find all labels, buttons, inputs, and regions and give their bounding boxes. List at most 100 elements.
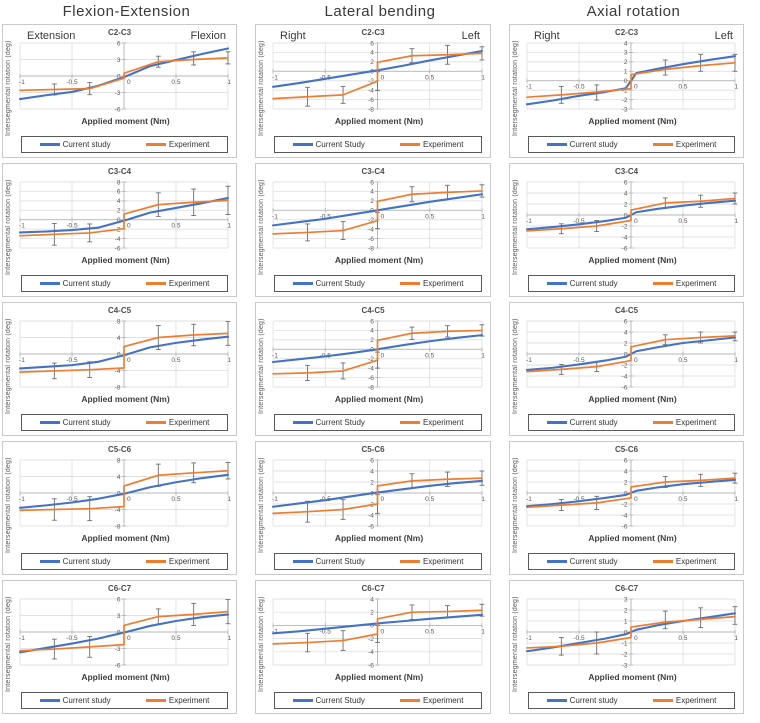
experiment-line (272, 52, 483, 100)
x-axis-title: Applied moment (Nm) (81, 394, 170, 404)
legend-label-experiment: Experiment (675, 696, 717, 705)
legend-item-current: Current study (546, 279, 618, 288)
svg-text:-4: -4 (368, 649, 374, 656)
svg-text:0: 0 (624, 212, 628, 219)
legend-label-current: Current Study (315, 418, 365, 427)
legend-item-current: Current study (546, 140, 618, 149)
svg-text:0: 0 (381, 628, 385, 635)
chart-title: C2-C3 (107, 28, 132, 37)
svg-text:0.5: 0.5 (171, 357, 180, 364)
svg-text:0.5: 0.5 (678, 635, 687, 642)
svg-text:0: 0 (634, 496, 638, 503)
tick-labels: -6 -4 -2 0 2 4 6 -1 -0.5 0 0.5 1 (526, 318, 738, 391)
svg-text:8: 8 (117, 318, 121, 325)
legend-item-experiment: Experiment (145, 140, 210, 149)
legend-label-experiment: Experiment (168, 557, 210, 566)
legend-label-experiment: Experiment (168, 279, 210, 288)
y-axis-title: Intersegmental rotation (deg) (512, 40, 519, 136)
svg-text:0.5: 0.5 (171, 79, 180, 86)
svg-text:6: 6 (117, 40, 121, 47)
chart-panel-flexion-extension-c4-c5: C4-C5 Intersegmental rotation (deg) -8 -4 0 4… (2, 302, 237, 436)
legend-swatch-current (292, 421, 313, 424)
x-axis-title: Applied moment (Nm) (334, 533, 424, 543)
svg-text:3: 3 (624, 596, 628, 603)
x-axis-title: Applied moment (Nm) (81, 533, 170, 543)
tick-labels: -6 -4 -2 0 2 4 -1 -0.5 0 0.5 1 (272, 596, 485, 669)
chart-panel-flexion-extension-c6-c7: C6-C7 Intersegmental rotation (deg) -6 -3 0 3… (2, 580, 237, 714)
svg-text:0: 0 (381, 352, 385, 359)
chart-panel-axial-rotation-c3-c4: C3-C4 Intersegmental rotation (deg) -6 -4 -2… (509, 163, 744, 297)
svg-text:8: 8 (117, 457, 121, 464)
svg-text:3: 3 (117, 613, 121, 620)
svg-text:-4: -4 (622, 373, 628, 380)
x-axis-title: Applied moment (Nm) (588, 672, 677, 682)
svg-text:1: 1 (734, 635, 738, 642)
column-axial-rotation: Axial rotation Right Left C2-C3 Intersegmen… (507, 2, 760, 723)
svg-text:4: 4 (117, 335, 121, 342)
chart-plot: -6 -4 -2 0 2 4 6 -1 -0.5 0 0.5 1 (525, 318, 738, 391)
svg-text:-1: -1 (19, 496, 25, 503)
svg-text:0: 0 (634, 635, 638, 642)
svg-text:-2: -2 (368, 636, 374, 643)
svg-text:0: 0 (127, 223, 131, 230)
svg-text:-4: -4 (622, 234, 628, 241)
legend-item-experiment: Experiment (399, 418, 463, 427)
legend-label-experiment: Experiment (422, 140, 464, 149)
svg-text:4: 4 (370, 189, 374, 196)
legend-label-experiment: Experiment (422, 279, 464, 288)
svg-text:4: 4 (117, 474, 121, 481)
svg-text:-1: -1 (272, 496, 278, 503)
chart-panel-lateral-bending-c6-c7: C6-C7 Intersegmental rotation (deg) -6 -4 -2… (255, 580, 491, 714)
svg-text:4: 4 (370, 468, 374, 475)
svg-text:-2: -2 (368, 78, 374, 85)
legend-swatch-current (546, 699, 567, 702)
y-axis-title: Intersegmental rotation (deg) (512, 318, 519, 414)
chart-title: C3-C4 (361, 167, 385, 176)
experiment-line (19, 332, 229, 374)
svg-text:-6: -6 (368, 523, 374, 530)
svg-text:-1: -1 (622, 640, 628, 647)
svg-text:0.5: 0.5 (171, 223, 180, 230)
svg-text:1: 1 (734, 496, 738, 503)
x-axis-title: Applied moment (Nm) (588, 533, 677, 543)
legend-item-experiment: Experiment (399, 557, 463, 566)
svg-text:2: 2 (370, 479, 374, 486)
column-flexion-extension: Flexion-Extension Extension Flexion C2-C3 I… (0, 2, 253, 723)
svg-text:6: 6 (370, 40, 374, 47)
svg-text:-1: -1 (19, 635, 25, 642)
legend-label-experiment: Experiment (675, 418, 717, 427)
legend-item-experiment: Experiment (145, 557, 210, 566)
legend-label-current: Current study (62, 696, 111, 705)
experiment-line (272, 477, 483, 515)
y-axis-title: Intersegmental rotation (deg) (5, 318, 12, 414)
svg-text:-8: -8 (368, 106, 374, 113)
tick-labels: -8 -4 0 4 8 -1 -0.5 0 0.5 1 (19, 318, 231, 391)
error-bars (51, 462, 231, 522)
svg-text:2: 2 (624, 607, 628, 614)
legend-swatch-current (546, 421, 567, 424)
svg-text:-2: -2 (622, 97, 628, 104)
svg-text:4: 4 (370, 328, 374, 335)
svg-text:3: 3 (117, 57, 121, 64)
svg-text:-2: -2 (622, 223, 628, 230)
chart-title: C5-C6 (614, 445, 639, 454)
chart-panel-lateral-bending-c2-c3: Right Left C2-C3 Intersegmental rotation (d… (255, 24, 491, 158)
direction-label-right: Left (714, 30, 733, 42)
y-axis-title: Intersegmental rotation (deg) (5, 40, 12, 136)
svg-text:-4: -4 (115, 368, 121, 375)
svg-text:0.5: 0.5 (678, 357, 687, 364)
svg-text:-1: -1 (526, 496, 532, 503)
column-header-lateral-bending: Lateral bending (324, 3, 436, 20)
legend-swatch-current (39, 143, 60, 146)
y-axis-title: Intersegmental rotation (deg) (258, 457, 265, 553)
svg-text:6: 6 (624, 318, 628, 325)
legend-item-current: Current study (39, 279, 111, 288)
svg-text:0.5: 0.5 (425, 628, 435, 635)
x-axis-title: Applied moment (Nm) (334, 394, 424, 404)
svg-text:3: 3 (624, 50, 628, 57)
svg-text:0: 0 (381, 74, 385, 81)
legend-label-experiment: Experiment (168, 140, 210, 149)
